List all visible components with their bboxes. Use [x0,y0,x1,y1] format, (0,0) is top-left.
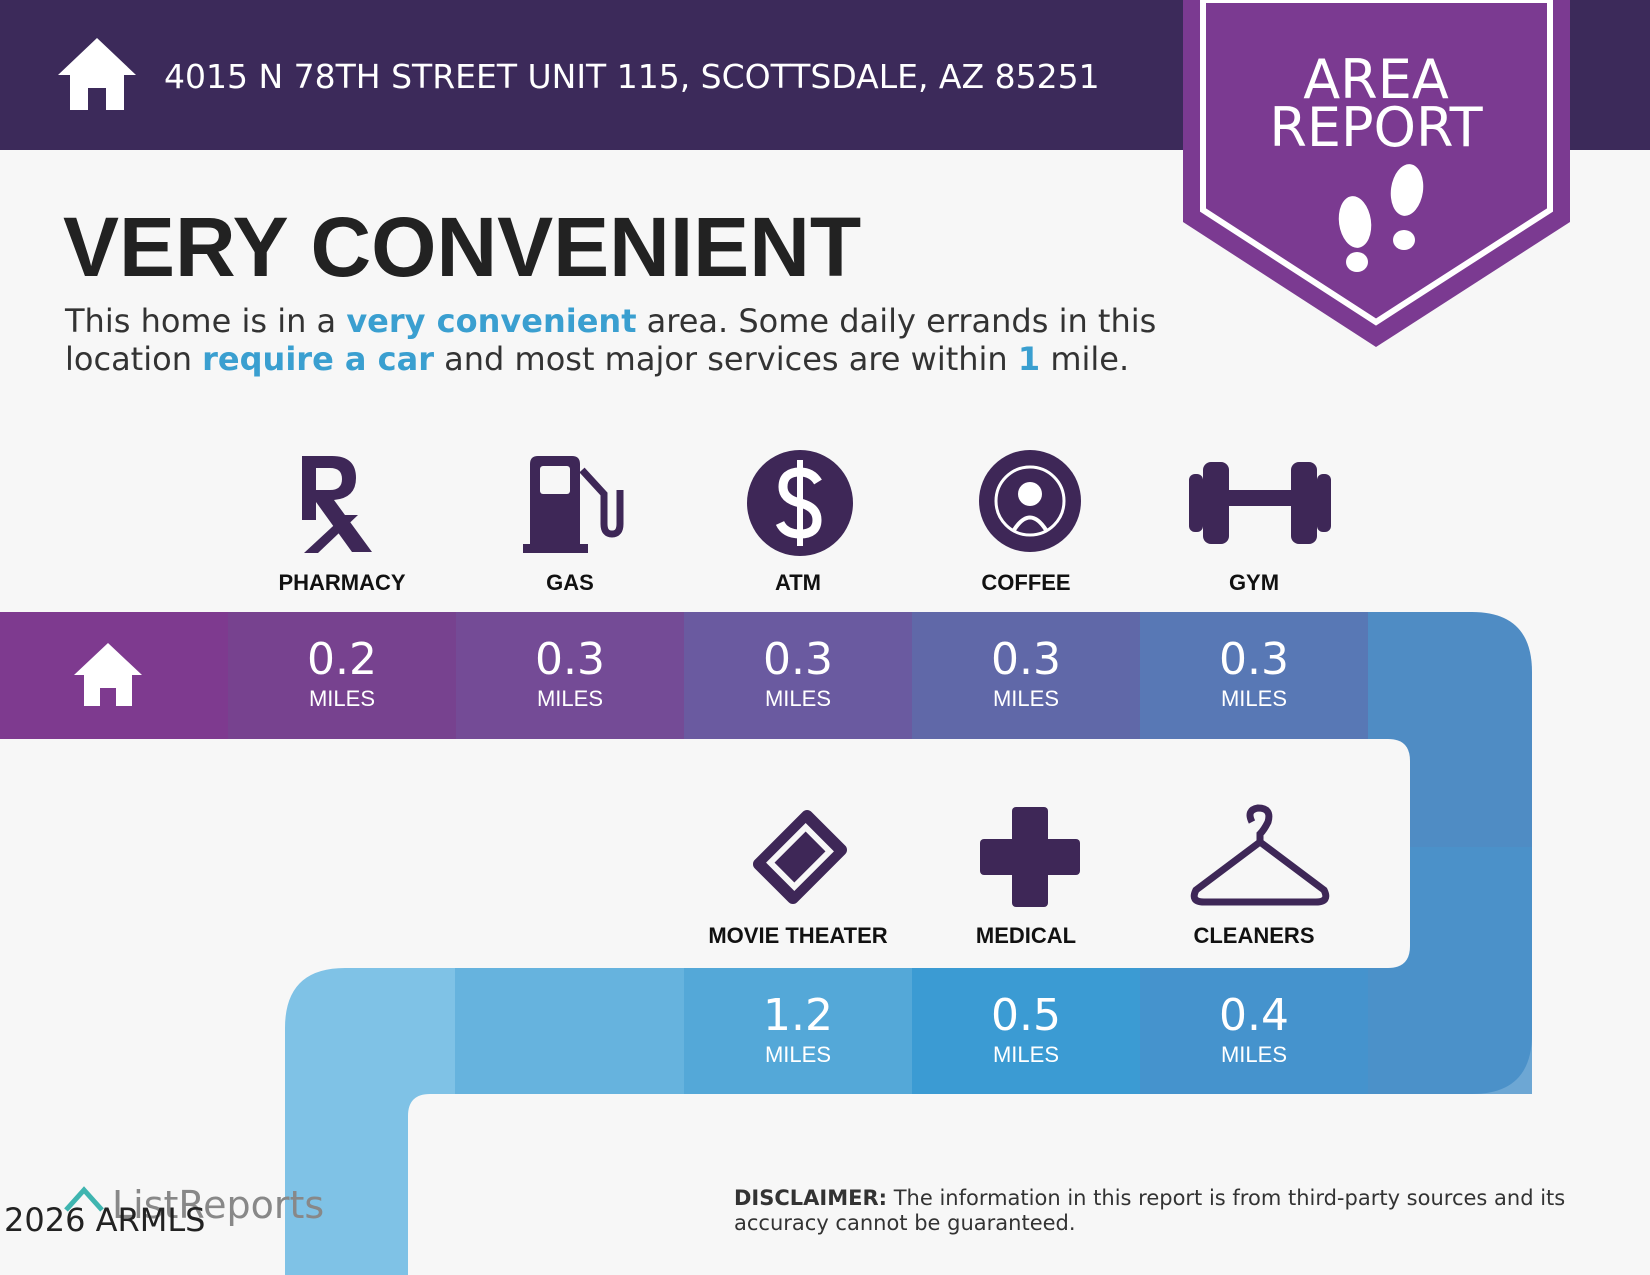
home-icon [58,38,136,110]
distance-value: 0.3 [991,634,1061,685]
distance-value: 0.3 [763,634,833,685]
highlight: 1 [1018,340,1040,378]
distance-value: 0.3 [535,634,605,685]
medical-icon [980,807,1080,907]
footprints [1338,164,1424,272]
gym-icon [1189,462,1331,544]
distance-unit: MILES [537,686,603,711]
distance-value: 0.5 [991,990,1061,1041]
coffee-icon [979,450,1081,552]
service-label: PHARMACY [278,570,405,595]
distance-value: 0.4 [1219,990,1289,1041]
distance-cell [912,968,1140,1094]
address: 4015 N 78TH STREET UNIT 115, SCOTTSDALE,… [164,57,1100,96]
distance-unit: MILES [765,1042,831,1067]
text-run: location [65,340,202,378]
distance-unit: MILES [993,1042,1059,1067]
cleaners-icon [1190,804,1330,906]
service-label: GAS [546,570,594,595]
text-run: and most major services are within [434,340,1018,378]
text-run: This home is in a [64,302,346,340]
disclaimer-text: The information in this report is from t… [887,1186,1565,1210]
disclaimer-label: DISCLAIMER: [734,1186,887,1210]
distance-value: 1.2 [763,990,833,1041]
gas-icon [523,456,624,553]
distance-unit: MILES [1221,686,1287,711]
ticket-icon [752,809,848,905]
service-label: COFFEE [981,570,1070,595]
description-line: location require a car and most major se… [65,340,1129,378]
logo: ListReports [112,1183,324,1227]
atm-icon [747,450,853,556]
badge-line: REPORT [1269,96,1483,159]
description-line: This home is in a very convenient area. … [64,302,1156,340]
service-label: ATM [775,570,821,595]
distance-unit: MILES [1221,1042,1287,1067]
distance-value: 0.3 [1219,634,1289,685]
distance-cell [684,612,912,739]
watermark: 2026 ARMLS [4,1201,205,1239]
distance-value: 0.2 [307,634,377,685]
highlight: require a car [202,340,434,378]
pharmacy-icon [302,456,372,553]
track [0,612,1532,1275]
text-run: area. Some daily errands in this [636,302,1156,340]
service-label: MOVIE THEATER [708,923,887,948]
distance-unit: MILES [993,686,1059,711]
logo-mark [64,1186,104,1212]
distance-unit: MILES [309,686,375,711]
distance-cell [684,968,912,1094]
distance-cell [912,612,1140,739]
disclaimer: accuracy cannot be guaranteed. [734,1211,1076,1235]
home-icon [74,643,142,706]
badge-border [1200,0,1553,326]
highlight: very convenient [346,302,636,340]
distance-cell [228,612,456,739]
text-run: mile. [1040,340,1129,378]
service-label: MEDICAL [976,923,1076,948]
distance-cell [456,612,684,739]
badge-line: AREA [1303,48,1449,111]
distance-cell [1140,968,1368,1094]
headline: VERY CONVENIENT [63,200,861,294]
service-label: GYM [1229,570,1279,595]
service-label: CLEANERS [1193,923,1314,948]
distance-cell [1140,612,1368,739]
distance-unit: MILES [765,686,831,711]
disclaimer: DISCLAIMER: The information in this repo… [734,1186,1565,1210]
